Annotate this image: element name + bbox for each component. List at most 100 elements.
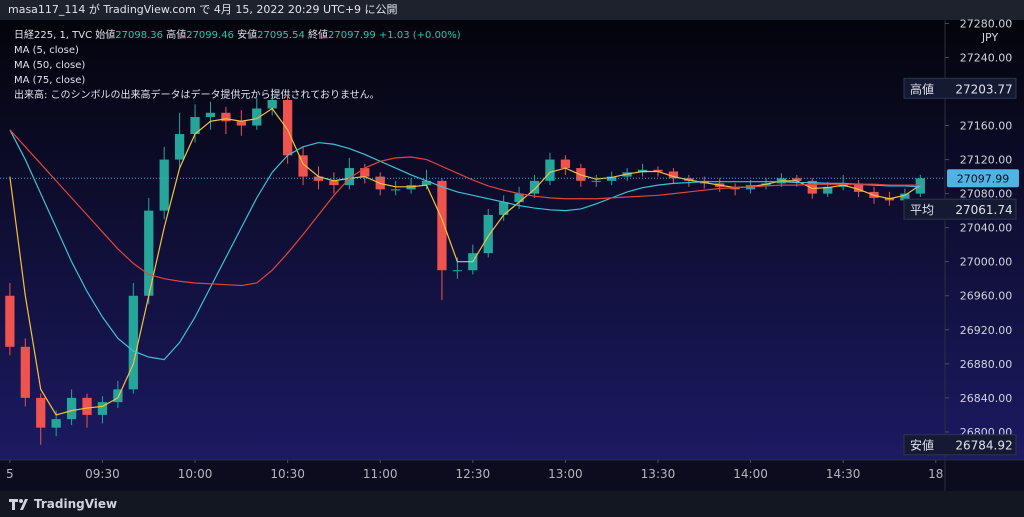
candle-body [5,295,15,347]
y-tick-label: 27240.00 [960,51,1013,64]
x-tick-label: 10:30 [270,467,305,481]
candle-body [205,112,216,118]
candle-body [668,171,679,179]
ma-line [9,129,921,361]
candle-body [823,186,833,194]
y-tick-label: 26840.00 [960,392,1013,405]
candle-body [452,270,463,272]
price-tag [903,77,1017,99]
candle-body [391,189,401,191]
ma-label: MA (5, close) [14,45,79,56]
candle-body [298,155,308,177]
candle-body [545,159,555,181]
candle-body [853,183,864,192]
y-tick-label: 26920.00 [960,324,1013,337]
candle-body [144,210,154,296]
candle-body [329,180,339,186]
candle-body [915,178,925,194]
price-tag-name: 安値 [910,438,934,453]
y-tick-label: 26880.00 [960,358,1013,371]
y-tick-label: 26960.00 [960,290,1013,303]
candle-body [607,176,617,181]
ohlc-values: 始値27098.36 高値27099.46 安値27095.54 終値27097… [92,30,376,41]
candle-body [159,159,169,211]
change: +1.03 (+0.00%) [378,30,461,41]
y-tick-label: 27160.00 [960,120,1013,133]
x-tick-label: 18 [928,467,943,481]
candle-body [113,389,123,403]
y-tick-label: 27080.00 [960,188,1013,201]
last-price-label: 27097.99 [957,172,1010,185]
candle-body [900,193,910,201]
ma-line [9,129,921,287]
candle-body [437,180,447,271]
candle-body [221,112,231,122]
ohlc-row: 日経225, 1, TVC 始値27098.36 高値27099.46 安値27… [14,28,461,43]
candle-body [514,193,524,203]
candle-body [283,100,293,156]
candle-body [653,169,663,172]
ohlc-label: 始値 [95,30,116,41]
x-tick-label: 13:30 [641,467,676,481]
y-tick-label: 27040.00 [960,222,1013,235]
candle-body [51,419,61,428]
price-tag-value: 27061.74 [955,203,1012,217]
logo [9,499,28,510]
ohlc-label: 高値 [166,30,187,41]
plot-background [0,20,1024,460]
y-tick-label: 27000.00 [960,256,1013,269]
candle-body [267,100,277,109]
price-tag-value: 27203.77 [955,82,1012,96]
candle-body [807,180,817,194]
ma-line [9,107,921,416]
ohlc-value: 27095.54 [257,30,305,41]
ohlc-value: 27099.46 [186,30,234,41]
last-price-tag [947,169,1019,188]
ohlc-value: 27098.36 [115,30,164,41]
x-tick-label: 12:30 [456,467,491,481]
candle-body [360,168,370,177]
x-tick-label: 10:00 [178,467,213,481]
ohlc-value: 27097.99 [328,30,376,41]
header: masa117_114 が TradingView.com で 4月 15, 2… [0,0,1024,20]
x-tick-label: 13:00 [548,467,583,481]
ma-label: MA (75, close) [14,75,86,86]
footer: TradingView [0,491,1024,517]
x-tick-label: 14:00 [733,467,768,481]
ohlc-label: 終値 [308,30,329,41]
chart: 27280.00 27240.00 27160.00 27120.00 27080.00… [0,17,1024,491]
x-tick-label: 5 [6,467,14,481]
candle-body [128,295,138,390]
candle-body [20,346,30,398]
ma-label: MA (50, close) [14,60,86,71]
candle-body [66,397,77,420]
candle-body [483,214,493,254]
candle-body [252,108,262,126]
price-tag [903,198,1017,220]
symbol: 日経225, 1, TVC [14,30,93,41]
currency: JPY [981,31,999,44]
x-tick-label: 09:30 [85,467,120,481]
volume-note: 出来高: このシンボルの出来高データはデータ提供元から提供されておりません。 [14,90,380,101]
candle-body [421,180,432,186]
x-tick-label: 11:00 [363,467,398,481]
candle-body [97,402,108,415]
price-tag-name: 平均 [910,203,934,217]
candle-body [174,134,185,160]
candle-body [190,117,200,135]
price-tag-value: 26784.92 [955,439,1012,453]
price-tag [903,434,1017,456]
candle-body [529,180,540,194]
price-tag-name: 高値 [910,81,934,96]
candle-body [36,397,46,428]
y-tick-label: 27280.00 [960,17,1013,30]
candle-body [792,178,802,181]
ohlc-label: 安値 [237,30,258,41]
y-tick-label: 27120.00 [960,154,1013,167]
candle-body [499,202,509,215]
candle-body [560,159,571,169]
candle-body [82,397,92,415]
time-axis-background [0,460,1024,491]
legend: 日経225, 1, TVC 始値27098.36 高値27099.46 安値27… [14,28,461,103]
